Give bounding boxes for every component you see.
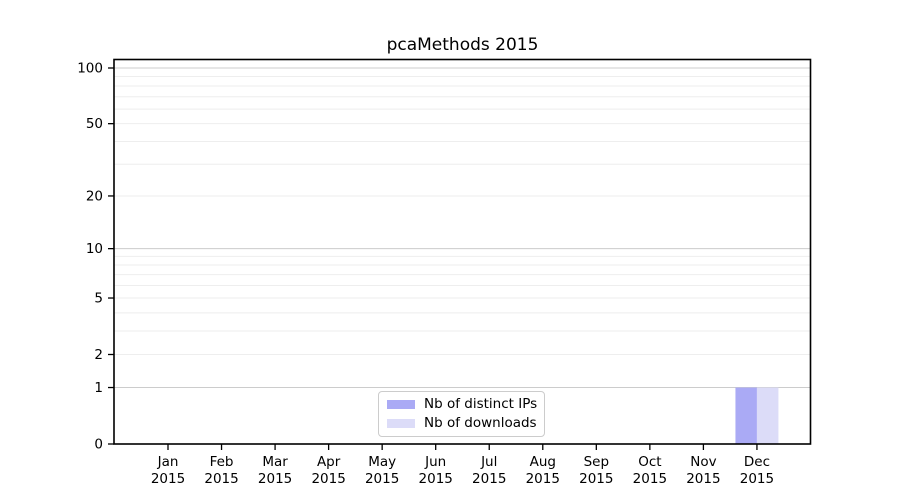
- legend-label-distinct-ips: Nb of distinct IPs: [424, 396, 538, 412]
- x-tick-label-year: 2015: [526, 471, 560, 487]
- legend: Nb of distinct IPs Nb of downloads: [378, 391, 545, 437]
- y-tick-label: 0: [94, 437, 103, 453]
- legend-swatch-distinct-ips: [387, 400, 415, 410]
- x-tick-label-year: 2015: [258, 471, 292, 487]
- x-tick-label-month: Mar: [262, 454, 288, 470]
- x-tick-label-year: 2015: [204, 471, 238, 487]
- x-tick-label-month: Feb: [210, 454, 234, 470]
- plot-border: [113, 58, 812, 445]
- y-tick-label: 20: [86, 188, 103, 204]
- x-tick-label-year: 2015: [472, 471, 506, 487]
- x-tick-label-year: 2015: [419, 471, 453, 487]
- x-tick-label-year: 2015: [311, 471, 345, 487]
- x-tick-label-month: Apr: [317, 454, 341, 470]
- y-tick-label: 50: [86, 116, 103, 132]
- x-tick-label-month: Oct: [638, 454, 661, 470]
- y-tick-label: 1: [94, 380, 103, 396]
- x-tick-label-year: 2015: [740, 471, 774, 487]
- x-tick-label-year: 2015: [151, 471, 185, 487]
- x-tick-label-month: Nov: [690, 454, 716, 470]
- legend-label-downloads: Nb of downloads: [424, 414, 537, 431]
- y-tick-label: 2: [94, 347, 103, 363]
- x-tick-label-year: 2015: [686, 471, 720, 487]
- x-tick-label-month: Jul: [480, 454, 497, 470]
- legend-item-downloads: Nb of downloads: [387, 414, 544, 431]
- chart-title: pcaMethods 2015: [386, 35, 539, 55]
- x-tick-label-year: 2015: [579, 471, 613, 487]
- y-tick-label: 5: [94, 291, 103, 307]
- bar-downloads-dec: [756, 387, 779, 444]
- y-tick-label: 10: [86, 241, 103, 257]
- x-tick-label-month: Jan: [157, 454, 179, 470]
- x-tick-label-month: Jun: [424, 454, 446, 470]
- bar-distinct-ips-dec: [735, 387, 757, 444]
- x-tick-label-year: 2015: [633, 471, 667, 487]
- x-tick-label-month: Aug: [530, 454, 556, 470]
- x-tick-label-month: May: [368, 454, 396, 470]
- legend-swatch-downloads: [387, 418, 415, 428]
- x-tick-label-year: 2015: [365, 471, 399, 487]
- legend-item-distinct-ips: Nb of distinct IPs: [387, 396, 544, 412]
- x-tick-label-month: Sep: [584, 454, 609, 470]
- x-tick-label-month: Dec: [744, 454, 770, 470]
- y-tick-label: 100: [77, 61, 103, 77]
